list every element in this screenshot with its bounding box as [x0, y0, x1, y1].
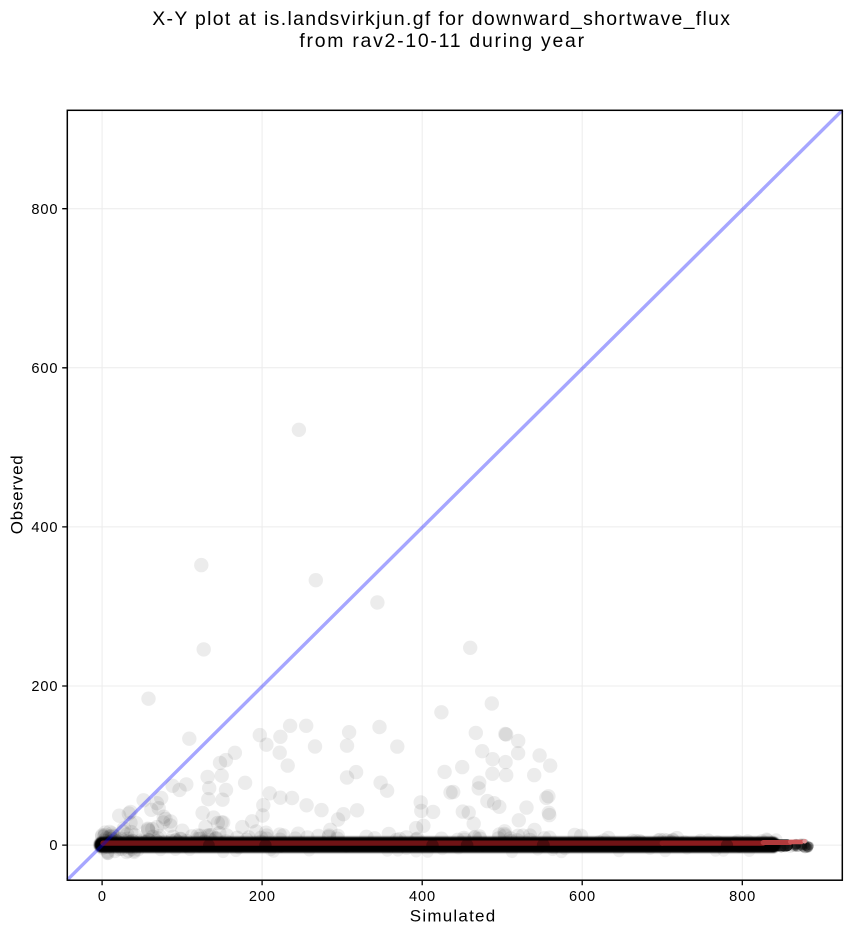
svg-text:400: 400 [409, 889, 436, 905]
svg-text:200: 200 [249, 889, 276, 905]
svg-text:400: 400 [31, 520, 58, 536]
svg-text:200: 200 [31, 679, 58, 695]
svg-text:800: 800 [31, 202, 58, 218]
svg-text:600: 600 [31, 361, 58, 377]
svg-text:600: 600 [569, 889, 596, 905]
svg-text:Observed: Observed [8, 455, 27, 535]
svg-text:0: 0 [98, 889, 107, 905]
svg-text:Simulated: Simulated [410, 906, 497, 925]
svg-text:from rav2-10-11 during year: from rav2-10-11 during year [299, 30, 585, 52]
svg-text:X-Y plot at is.landsvirkjun.gf: X-Y plot at is.landsvirkjun.gf for downw… [152, 8, 731, 30]
svg-text:800: 800 [729, 889, 756, 905]
svg-text:0: 0 [49, 838, 58, 854]
